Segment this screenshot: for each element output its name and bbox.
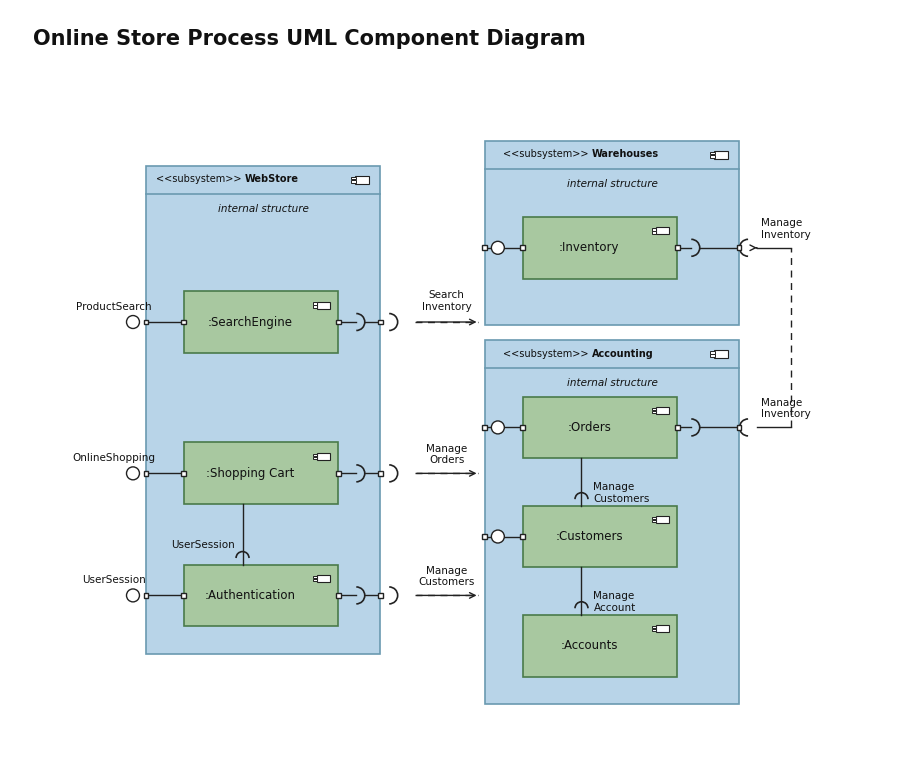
Bar xyxy=(652,517,656,519)
Text: ProductSearch: ProductSearch xyxy=(76,302,152,312)
FancyBboxPatch shape xyxy=(523,505,678,568)
Text: :Authentication: :Authentication xyxy=(205,589,296,602)
Bar xyxy=(520,425,526,430)
Text: OnlineShopping: OnlineShopping xyxy=(73,454,156,464)
Bar xyxy=(313,454,317,456)
Bar xyxy=(313,306,317,308)
Text: Search
Inventory: Search Inventory xyxy=(422,290,472,312)
FancyBboxPatch shape xyxy=(523,217,678,279)
Circle shape xyxy=(491,421,504,434)
Bar xyxy=(143,593,148,598)
Circle shape xyxy=(127,467,140,480)
FancyBboxPatch shape xyxy=(485,141,739,325)
Text: Manage
Inventory: Manage Inventory xyxy=(761,218,811,240)
Text: internal structure: internal structure xyxy=(218,204,309,214)
Circle shape xyxy=(127,315,140,328)
Bar xyxy=(652,411,656,413)
Text: UserSession: UserSession xyxy=(82,575,146,585)
Bar xyxy=(482,245,487,250)
Bar xyxy=(710,354,715,357)
Bar xyxy=(482,425,487,430)
Text: :Accounts: :Accounts xyxy=(561,639,618,652)
Bar xyxy=(652,231,656,233)
Bar xyxy=(675,425,680,430)
Bar xyxy=(482,534,487,539)
Bar xyxy=(336,471,341,476)
Bar xyxy=(336,593,341,598)
Text: UserSession: UserSession xyxy=(171,540,235,549)
Bar xyxy=(737,425,742,430)
FancyBboxPatch shape xyxy=(184,291,338,353)
Bar xyxy=(182,320,186,325)
Bar xyxy=(313,457,317,459)
Text: Manage
Customers: Manage Customers xyxy=(418,566,475,587)
Text: :Customers: :Customers xyxy=(555,530,623,543)
Text: :Inventory: :Inventory xyxy=(559,241,619,255)
Bar xyxy=(737,245,742,250)
Bar xyxy=(378,471,382,476)
Bar xyxy=(317,453,330,460)
Bar xyxy=(378,593,382,598)
Text: Accounting: Accounting xyxy=(591,349,653,359)
Circle shape xyxy=(127,589,140,602)
Bar xyxy=(143,471,148,476)
Bar xyxy=(317,575,330,582)
FancyBboxPatch shape xyxy=(523,397,678,458)
Bar xyxy=(710,152,715,154)
FancyBboxPatch shape xyxy=(523,615,678,676)
Bar xyxy=(352,177,356,179)
Text: <<subsystem>>: <<subsystem>> xyxy=(503,349,591,359)
Bar xyxy=(378,320,382,325)
Bar xyxy=(143,320,148,325)
Text: Online Store Process UML Component Diagram: Online Store Process UML Component Diagr… xyxy=(33,29,586,49)
Bar xyxy=(656,407,669,414)
Bar xyxy=(182,593,186,598)
Text: internal structure: internal structure xyxy=(567,378,657,388)
Text: Manage
Inventory: Manage Inventory xyxy=(761,397,811,420)
Text: WebStore: WebStore xyxy=(244,174,298,184)
Bar xyxy=(356,176,369,184)
Bar xyxy=(520,534,526,539)
Bar xyxy=(317,302,330,309)
Text: :SearchEngine: :SearchEngine xyxy=(208,315,292,328)
Bar xyxy=(336,320,341,325)
FancyBboxPatch shape xyxy=(184,442,338,504)
Text: :Shopping Cart: :Shopping Cart xyxy=(206,467,294,480)
Bar xyxy=(652,407,656,410)
Bar xyxy=(715,151,728,159)
Text: Manage
Customers: Manage Customers xyxy=(593,482,650,504)
Text: <<subsystem>>: <<subsystem>> xyxy=(503,149,591,160)
Bar xyxy=(652,626,656,629)
Bar xyxy=(182,471,186,476)
Bar xyxy=(710,351,715,353)
FancyBboxPatch shape xyxy=(146,166,380,654)
Bar xyxy=(656,227,669,234)
Bar xyxy=(710,155,715,158)
Bar xyxy=(313,302,317,305)
Bar xyxy=(656,625,669,632)
Circle shape xyxy=(491,242,504,255)
Bar xyxy=(313,575,317,578)
Bar xyxy=(656,516,669,523)
Bar xyxy=(520,245,526,250)
Text: internal structure: internal structure xyxy=(567,179,657,188)
Circle shape xyxy=(491,530,504,543)
Bar xyxy=(715,350,728,358)
Text: :Orders: :Orders xyxy=(567,421,611,434)
Bar xyxy=(652,520,656,522)
Bar xyxy=(652,629,656,632)
FancyBboxPatch shape xyxy=(485,340,739,704)
Text: <<subsystem>>: <<subsystem>> xyxy=(156,174,244,184)
Text: Manage
Account: Manage Account xyxy=(593,591,635,613)
Text: Manage
Orders: Manage Orders xyxy=(426,444,467,465)
Bar xyxy=(313,579,317,581)
Bar xyxy=(675,245,680,250)
Text: Warehouses: Warehouses xyxy=(591,149,659,160)
Bar xyxy=(352,180,356,182)
Bar xyxy=(652,228,656,230)
FancyBboxPatch shape xyxy=(184,565,338,626)
